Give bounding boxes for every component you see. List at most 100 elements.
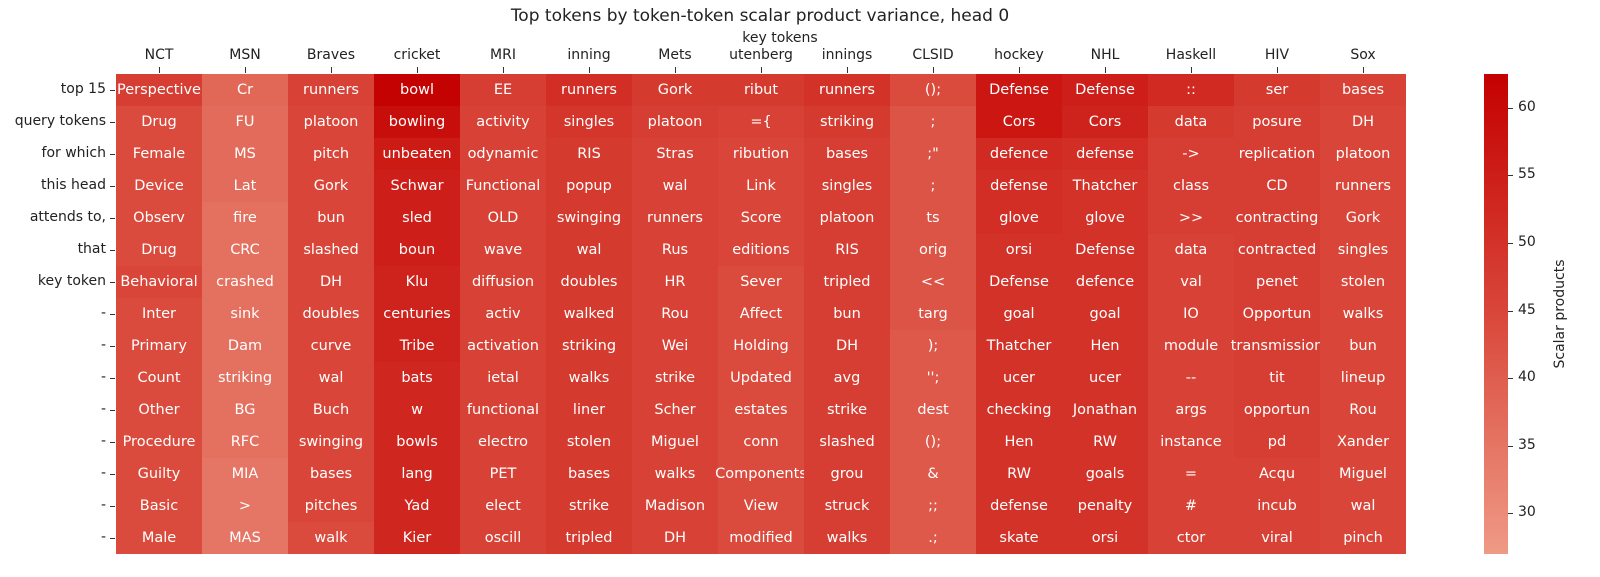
heatmap-cell: RW	[976, 458, 1062, 490]
heatmap-cell: ucer	[976, 362, 1062, 394]
heatmap-cell: Perspective	[116, 74, 202, 106]
x-tick	[245, 67, 246, 73]
heatmap-cell: ();	[890, 426, 976, 458]
heatmap-cell: bun	[1320, 330, 1406, 362]
heatmap-cell: MS	[202, 138, 288, 170]
heatmap-cell: defense	[976, 490, 1062, 522]
heatmap-cell: pinch	[1320, 522, 1406, 554]
x-tick	[1191, 67, 1192, 73]
heatmap-cell: penalty	[1062, 490, 1148, 522]
heatmap-cell: checking	[976, 394, 1062, 426]
row-label: -	[100, 305, 106, 321]
heatmap-cell: lang	[374, 458, 460, 490]
heatmap-cell: Score	[718, 202, 804, 234]
heatmap-cell: skate	[976, 522, 1062, 554]
row-label: top 15	[60, 81, 106, 97]
heatmap-cell: orsi	[1062, 522, 1148, 554]
y-tick	[110, 506, 115, 507]
heatmap-cell: Device	[116, 170, 202, 202]
heatmap-cell: defence	[1062, 266, 1148, 298]
heatmap-cell: Buch	[288, 394, 374, 426]
heatmap-cell: Male	[116, 522, 202, 554]
heatmap-cell: grou	[804, 458, 890, 490]
heatmap-cell: DH	[1320, 106, 1406, 138]
heatmap-cell: val	[1148, 266, 1234, 298]
heatmap-cell: Cors	[976, 106, 1062, 138]
heatmap-cell: Female	[116, 138, 202, 170]
heatmap-cell: activ	[460, 298, 546, 330]
heatmap-cell: tripled	[546, 522, 632, 554]
heatmap-cell: &	[890, 458, 976, 490]
heatmap-cell: stolen	[546, 426, 632, 458]
row-label: that	[77, 241, 106, 257]
y-tick	[110, 442, 115, 443]
heatmap-cell: ;	[890, 170, 976, 202]
heatmap-cell: odynamic	[460, 138, 546, 170]
column-label: inning	[567, 47, 611, 63]
heatmap-cell: goal	[1062, 298, 1148, 330]
row-label: key token	[37, 273, 106, 289]
y-tick	[110, 122, 115, 123]
heatmap-cell: walks	[1320, 298, 1406, 330]
heatmap-cell: runners	[632, 202, 718, 234]
heatmap-cell: orig	[890, 234, 976, 266]
heatmap-cell: wal	[546, 234, 632, 266]
heatmap-cell: data	[1148, 234, 1234, 266]
heatmap-cell: Kier	[374, 522, 460, 554]
heatmap-cell: Rou	[1320, 394, 1406, 426]
column-label: NHL	[1090, 47, 1120, 63]
heatmap-cell: HR	[632, 266, 718, 298]
heatmap-cell: singles	[546, 106, 632, 138]
heatmap-cell: Functional	[460, 170, 546, 202]
heatmap-cell: contracting	[1234, 202, 1320, 234]
heatmap-cell: Rus	[632, 234, 718, 266]
heatmap-cell: glove	[1062, 202, 1148, 234]
y-tick	[110, 250, 115, 251]
column-label: innings	[821, 47, 873, 63]
heatmap-cell: Other	[116, 394, 202, 426]
row-label: -	[100, 465, 106, 481]
y-tick	[110, 538, 115, 539]
heatmap-cell: singles	[804, 170, 890, 202]
x-tick	[1363, 67, 1364, 73]
x-tick	[331, 67, 332, 73]
colorbar-tick	[1508, 243, 1513, 244]
colorbar-tick-label: 50	[1518, 234, 1536, 250]
heatmap-cell: strike	[804, 394, 890, 426]
heatmap-cell: Sever	[718, 266, 804, 298]
heatmap-cell: RW	[1062, 426, 1148, 458]
heatmap-cell: Xander	[1320, 426, 1406, 458]
heatmap-cell: Rou	[632, 298, 718, 330]
heatmap-cell: CRC	[202, 234, 288, 266]
heatmap-cell: goal	[976, 298, 1062, 330]
heatmap-cell: Updated	[718, 362, 804, 394]
heatmap-cell: >	[202, 490, 288, 522]
heatmap-cell: stolen	[1320, 266, 1406, 298]
heatmap-cell: tripled	[804, 266, 890, 298]
colorbar-tick-label: 55	[1518, 166, 1536, 183]
colorbar-tick	[1508, 445, 1513, 447]
x-tick	[1105, 67, 1106, 73]
heatmap-cell: Inter	[116, 298, 202, 330]
heatmap-cell: bases	[546, 458, 632, 490]
x-axis-label: key tokens	[742, 30, 818, 46]
column-label: HIV	[1264, 47, 1290, 63]
heatmap-cell: editions	[718, 234, 804, 266]
heatmap-cell: walks	[632, 458, 718, 490]
row-label: -	[100, 529, 106, 545]
heatmap-cell: bases	[1320, 74, 1406, 106]
heatmap-cell: Tribe	[374, 330, 460, 362]
heatmap-cell: viral	[1234, 522, 1320, 554]
colorbar-tick	[1508, 513, 1513, 515]
heatmap-cell: sled	[374, 202, 460, 234]
heatmap-cell: ribut	[718, 74, 804, 106]
heatmap-cell: Dam	[202, 330, 288, 362]
heatmap-cell: dest	[890, 394, 976, 426]
column-label: NCT	[144, 47, 174, 63]
heatmap-cell: contracted	[1234, 234, 1320, 266]
column-label: CLSID	[912, 47, 954, 63]
heatmap-cell: penet	[1234, 266, 1320, 298]
heatmap-cell: class	[1148, 170, 1234, 202]
row-label: -	[100, 369, 106, 385]
heatmap-cell: RIS	[546, 138, 632, 170]
